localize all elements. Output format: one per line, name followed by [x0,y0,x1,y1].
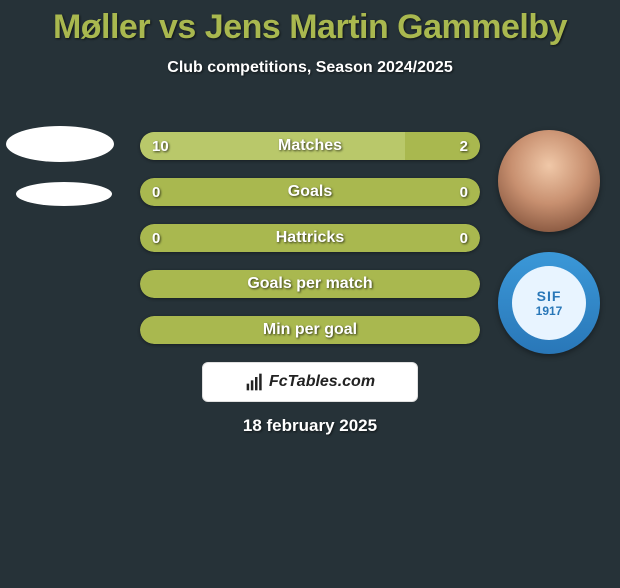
bar-label: Goals per match [140,270,480,298]
left-player-silhouette [6,126,114,206]
bar-value-right: 0 [460,224,468,252]
page-subtitle: Club competitions, Season 2024/2025 [0,59,620,77]
stat-bar-min-per-goal: Min per goal [140,316,480,344]
right-player-column: SIF 1917 [498,130,600,374]
bar-label: Hattricks [140,224,480,252]
bar-value-left: 10 [152,132,169,160]
bar-label: Matches [140,132,480,160]
branding-text: FcTables.com [269,373,375,391]
bar-label: Min per goal [140,316,480,344]
stat-bar-goals-per-match: Goals per match [140,270,480,298]
player-photo [498,130,600,232]
club-logo-text-top: SIF [537,288,562,304]
bar-value-left: 0 [152,178,160,206]
player-body-shape [16,182,112,206]
bar-label: Goals [140,178,480,206]
club-logo-text-bottom: 1917 [536,304,563,318]
stat-bar-matches: Matches10 2 [140,132,480,160]
club-logo: SIF 1917 [498,252,600,354]
stat-bar-hattricks: Hattricks0 0 [140,224,480,252]
chart-icon [245,372,265,392]
bar-value-left: 0 [152,224,160,252]
club-logo-inner: SIF 1917 [512,266,586,340]
player-head-shape [6,126,114,162]
bar-value-right: 0 [460,178,468,206]
stat-bars: Matches102Goals00Hattricks00Goals per ma… [140,132,480,362]
page-title: Møller vs Jens Martin Gammelby [0,8,620,47]
date-label: 18 february 2025 [0,416,620,436]
bar-value-right: 2 [460,132,468,160]
stat-bar-goals: Goals0 0 [140,178,480,206]
branding-badge: FcTables.com [202,362,418,402]
